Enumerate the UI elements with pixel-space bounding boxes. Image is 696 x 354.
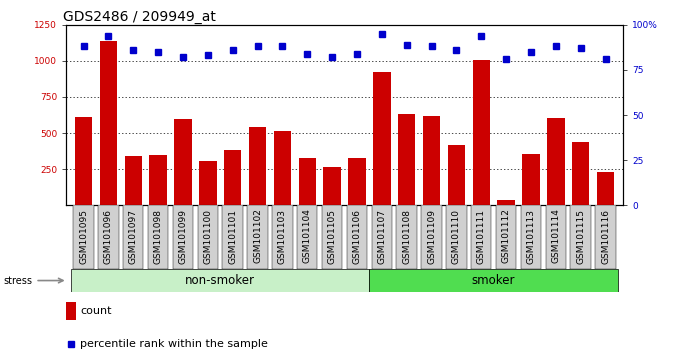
Bar	[75, 117, 92, 205]
Bar	[448, 145, 465, 205]
Text: GSM101103: GSM101103	[278, 209, 287, 263]
Text: non-smoker: non-smoker	[185, 274, 255, 287]
Bar	[571, 205, 591, 269]
Bar	[547, 118, 564, 205]
Bar	[66, 302, 76, 320]
Bar	[173, 205, 193, 269]
Text: GSM101100: GSM101100	[203, 209, 212, 263]
Bar	[299, 158, 316, 205]
Bar	[347, 205, 367, 269]
Bar	[150, 155, 167, 205]
Bar	[498, 200, 515, 205]
Bar	[471, 205, 491, 269]
Bar	[372, 205, 392, 269]
Bar	[247, 205, 268, 269]
Text: percentile rank within the sample: percentile rank within the sample	[80, 339, 268, 349]
Bar	[274, 131, 291, 205]
Bar	[322, 205, 342, 269]
Text: GSM101105: GSM101105	[328, 209, 337, 263]
Text: GSM101098: GSM101098	[154, 209, 163, 263]
Bar	[223, 205, 243, 269]
Bar	[100, 41, 117, 205]
Text: GSM101111: GSM101111	[477, 209, 486, 263]
Text: GSM101104: GSM101104	[303, 209, 312, 263]
Text: GSM101110: GSM101110	[452, 209, 461, 263]
Text: GSM101099: GSM101099	[178, 209, 187, 263]
Text: GSM101108: GSM101108	[402, 209, 411, 263]
Bar	[272, 205, 292, 269]
Bar	[421, 205, 442, 269]
Text: stress: stress	[3, 275, 63, 286]
Text: GSM101112: GSM101112	[502, 209, 511, 263]
Bar	[174, 119, 191, 205]
Bar	[596, 172, 614, 205]
Text: GDS2486 / 209949_at: GDS2486 / 209949_at	[63, 10, 216, 24]
Bar	[398, 114, 416, 205]
Bar	[348, 158, 365, 205]
Text: GSM101115: GSM101115	[576, 209, 585, 263]
Bar	[148, 205, 168, 269]
Bar	[98, 205, 118, 269]
Bar	[397, 205, 417, 269]
Bar	[199, 161, 216, 205]
Bar	[73, 205, 94, 269]
Text: count: count	[80, 306, 111, 316]
Bar	[522, 154, 539, 205]
Bar	[370, 269, 618, 292]
Bar	[572, 142, 590, 205]
Bar	[123, 205, 143, 269]
Text: GSM101102: GSM101102	[253, 209, 262, 263]
Text: GSM101101: GSM101101	[228, 209, 237, 263]
Bar	[125, 156, 142, 205]
Text: GSM101106: GSM101106	[352, 209, 361, 263]
Bar	[546, 205, 566, 269]
Bar	[373, 73, 390, 205]
Bar	[297, 205, 317, 269]
Bar	[595, 205, 616, 269]
Bar	[473, 60, 490, 205]
Bar	[324, 167, 341, 205]
Bar	[249, 127, 266, 205]
Bar	[446, 205, 466, 269]
Bar	[496, 205, 516, 269]
Bar	[198, 205, 218, 269]
Text: GSM101116: GSM101116	[601, 209, 610, 263]
Bar	[224, 150, 242, 205]
Text: smoker: smoker	[472, 274, 516, 287]
Bar	[422, 116, 440, 205]
Text: GSM101097: GSM101097	[129, 209, 138, 263]
Text: GSM101107: GSM101107	[377, 209, 386, 263]
Text: GSM101113: GSM101113	[526, 209, 535, 263]
Text: GSM101095: GSM101095	[79, 209, 88, 263]
Text: GSM101109: GSM101109	[427, 209, 436, 263]
Text: GSM101096: GSM101096	[104, 209, 113, 263]
Text: GSM101114: GSM101114	[551, 209, 560, 263]
Bar	[71, 269, 370, 292]
Bar	[521, 205, 541, 269]
